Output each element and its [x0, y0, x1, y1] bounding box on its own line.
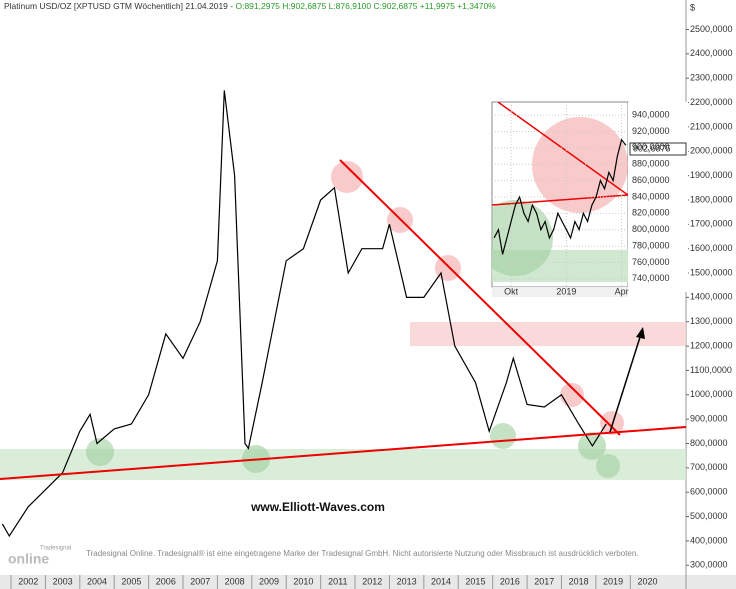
arrow-head: [636, 327, 645, 339]
y-tick-label: 940,0000: [632, 109, 670, 119]
x-tick-label: 2002: [18, 576, 38, 586]
y-tick-label: 600,0000: [690, 487, 728, 497]
highlight-circle: [331, 161, 363, 193]
y-tick-label: 1800,0000: [690, 194, 733, 204]
ohlc-part: O:891,2975 H:902,6875 L:876,9100 C:902,6…: [235, 1, 496, 11]
y-tick-label: 1000,0000: [690, 389, 733, 399]
x-tick-label: 2010: [293, 576, 313, 586]
y-tick-label: 1700,0000: [690, 219, 733, 229]
y-tick-label: 300,0000: [690, 560, 728, 570]
x-tick-label: 2005: [121, 576, 141, 586]
y-tick-label: 760,0000: [632, 257, 670, 267]
price-line: [493, 138, 627, 255]
y-tick-label: 1500,0000: [690, 267, 733, 277]
y-tick-label: 780,0000: [632, 240, 670, 250]
x-tick-label: 2009: [259, 576, 279, 586]
inset-axis-bg: [628, 102, 688, 292]
y-tick-label: 2300,0000: [690, 73, 733, 83]
y-tick-label: 1200,0000: [690, 340, 733, 350]
x-tick-label: 2014: [431, 576, 451, 586]
y-tick-label: 800,0000: [632, 224, 670, 234]
trendline: [0, 426, 687, 480]
y-tick-label: 820,0000: [632, 208, 670, 218]
y-tick-label: 1900,0000: [690, 170, 733, 180]
highlight-circle: [596, 454, 620, 478]
projection-arrow: [609, 333, 642, 433]
inset-annotations: [492, 102, 628, 282]
chart-title: Platinum USD/OZ [XPTUSD GTM Wöchentlich]…: [4, 1, 496, 11]
title-part: Platinum USD/OZ [XPTUSD GTM Wöchentlich]…: [4, 1, 233, 11]
y-tick-label: 500,0000: [690, 511, 728, 521]
y-tick-label: 400,0000: [690, 535, 728, 545]
y-tick-label: 1600,0000: [690, 243, 733, 253]
x-tick-label: 2011: [328, 576, 347, 586]
y-tick-label: 2100,0000: [690, 121, 733, 131]
x-tick-label: 2012: [362, 576, 382, 586]
highlight-circle: [86, 438, 114, 466]
highlight-circle: [560, 383, 584, 407]
y-tick-label: 800,0000: [690, 438, 728, 448]
x-tick-label: Okt: [504, 286, 519, 296]
y-tick-label: 840,0000: [632, 191, 670, 201]
last-price-box: [629, 142, 687, 156]
trendline: [339, 159, 621, 436]
y-tick-label: 700,0000: [690, 462, 728, 472]
y-tick-label: 2400,0000: [690, 48, 733, 58]
y-tick-label: 2200,0000: [690, 97, 733, 107]
x-tick-label: 2016: [500, 576, 520, 586]
y-tick-label: 860,0000: [632, 175, 670, 185]
y-tick-label: 900,0000: [632, 142, 670, 152]
highlight-circle: [532, 117, 628, 213]
trendline: [492, 194, 628, 206]
x-tick-label: 2018: [569, 576, 589, 586]
highlight-circle: [435, 255, 461, 281]
price-line: [1, 90, 607, 538]
x-tick-label: 2007: [190, 576, 210, 586]
x-tick-label: 2008: [225, 576, 245, 586]
x-tick-label: 2003: [53, 576, 73, 586]
y-tick-label: 880,0000: [632, 159, 670, 169]
x-tick-label: 2019: [603, 576, 623, 586]
x-tick-label: 2015: [465, 576, 485, 586]
watermark: www.Elliott-Waves.com: [250, 500, 385, 514]
logo-top: Tradesignal: [40, 546, 71, 552]
y-tick-label: 1400,0000: [690, 292, 733, 302]
logo-bottom: online: [8, 551, 49, 567]
trendlines: [0, 159, 687, 480]
x-tick-label: 2020: [637, 576, 657, 586]
y-tick-label: 740,0000: [632, 273, 670, 283]
footer: Tradesignal Online. Tradesignal® ist ein…: [86, 549, 639, 558]
highlight-circle: [600, 411, 624, 435]
y-tick-label: 1300,0000: [690, 316, 733, 326]
highlight-circle: [490, 423, 516, 449]
x-tick-label: 2013: [397, 576, 417, 586]
y-tick-label: 900,0000: [690, 414, 728, 424]
x-tick-label: 2019: [556, 286, 576, 296]
x-tick-label: Apr: [615, 286, 629, 296]
support-zone: [0, 449, 686, 480]
y-tick-label: 920,0000: [632, 126, 670, 136]
y-tick-label: 2000,0000: [690, 146, 733, 156]
x-tick-label: 2004: [87, 576, 107, 586]
inset-x-band: [492, 287, 628, 297]
x-axis-band: [0, 575, 736, 589]
last-price-label: 902,6875: [633, 143, 671, 153]
y-tick-label: 1100,0000: [690, 365, 732, 375]
trendline: [497, 102, 628, 196]
y-axis-label: $: [690, 2, 695, 12]
x-tick-label: 2017: [534, 576, 554, 586]
y-tick-label: 2500,0000: [690, 24, 733, 34]
x-tick-label: 2006: [156, 576, 176, 586]
